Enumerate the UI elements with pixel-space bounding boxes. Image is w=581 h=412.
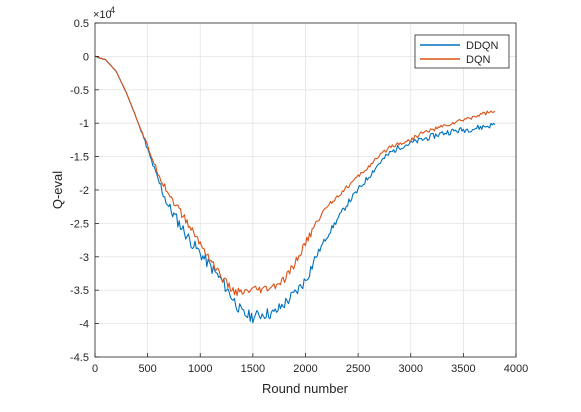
y-tick-label: -1	[79, 118, 89, 130]
x-tick-label: 3500	[451, 363, 475, 375]
y-tick-label: -2	[79, 185, 89, 197]
legend-box	[414, 34, 510, 69]
legend-label-ddqn: DDQN	[466, 40, 498, 52]
y-tick-label: -0.5	[70, 85, 89, 97]
x-tick-label: 0	[92, 363, 98, 375]
y-tick-label: 0	[83, 51, 89, 63]
y-tick-label: -3	[79, 252, 89, 264]
x-tick-label: 1500	[241, 363, 265, 375]
y-tick-label: -1.5	[70, 152, 89, 164]
y-axis-label: Q-eval	[50, 171, 65, 209]
y-ticks: 0.5 0 -0.5 -1 -1.5 -2 -2.5 -3 -3.5 -4 -4.5	[70, 18, 99, 364]
x-axis-label: Round number	[262, 381, 349, 396]
legend-label-dqn: DQN	[466, 54, 491, 66]
x-tick-label: 4000	[504, 363, 528, 375]
x-tick-label: 500	[138, 363, 156, 375]
x-tick-label: 1000	[188, 363, 212, 375]
x-tick-label: 2500	[346, 363, 370, 375]
y-exponent-power: 4	[110, 5, 115, 15]
x-tick-label: 3000	[399, 363, 423, 375]
series-line-dqn	[94, 55, 496, 297]
y-tick-label: -3.5	[70, 285, 89, 297]
series-layer	[94, 55, 496, 324]
y-tick-label: 0.5	[74, 18, 89, 30]
series-line-ddqn	[94, 55, 496, 324]
x-tick-label: 2000	[293, 363, 317, 375]
y-tick-label: -4.5	[70, 352, 89, 364]
y-exponent-base: ×10	[93, 9, 112, 21]
legend: DDQN DQN	[414, 34, 510, 69]
y-tick-label: -2.5	[70, 218, 89, 230]
y-tick-label: -4	[79, 319, 89, 331]
x-ticks: 0 500 1000 1500 2000 2500 3000 3500 4000	[92, 353, 528, 375]
